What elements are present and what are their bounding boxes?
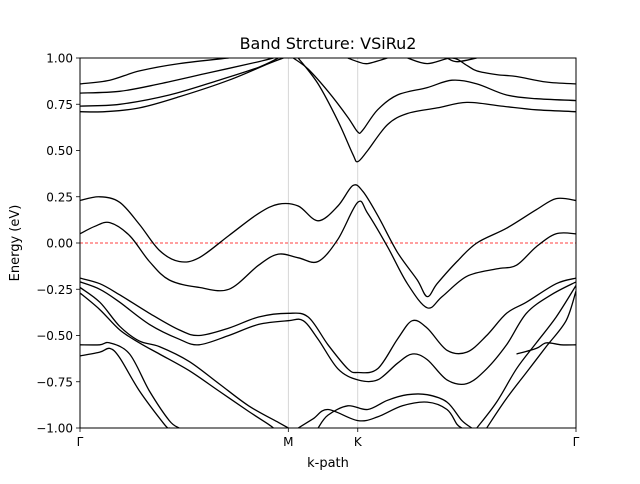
band-17 [80,347,170,428]
y-tick-label: −0.50 [36,329,73,343]
band-13 [80,281,576,386]
y-tick-label: 1.00 [46,52,73,66]
band-8 [407,58,576,85]
band-2 [80,58,274,94]
band-12 [80,277,576,374]
y-tick-label: −0.25 [36,283,73,297]
band-19 [297,401,463,428]
x-tick-label: K [354,435,363,449]
band-10 [80,184,576,298]
y-tick-label: 0.50 [46,144,73,158]
y-axis-label: Energy (eV) [8,205,23,282]
y-axis-ticks: −1.00 −0.75 −0.50 −0.25 0.00 0.25 0.50 0.75 1.00 [36,52,80,436]
band-21 [486,290,576,428]
chart-title: Band Strcture: VSiRu2 [240,34,417,53]
band-4 [80,58,284,113]
band-15 [80,292,274,428]
x-tick-label: M [283,435,293,449]
y-tick-label: 0.75 [46,98,73,112]
band-7 [347,58,388,65]
band-6 [297,58,576,163]
band-16 [80,341,180,428]
y-tick-label: 0.00 [46,237,73,251]
band-18 [317,393,473,428]
y-tick-label: −0.75 [36,375,73,389]
band-11 [80,200,576,309]
x-tick-label: Γ [77,435,84,449]
band-5 [292,58,576,135]
y-tick-label: 0.25 [46,190,73,204]
band-1 [80,58,229,85]
band-14 [80,286,289,428]
band-9 [446,58,477,63]
x-axis-label: k-path [307,456,349,471]
band-20 [476,285,576,428]
band-22 [516,342,576,355]
band-lines [80,58,576,428]
y-tick-label: −1.00 [36,422,73,436]
x-tick-label: Γ [573,435,580,449]
